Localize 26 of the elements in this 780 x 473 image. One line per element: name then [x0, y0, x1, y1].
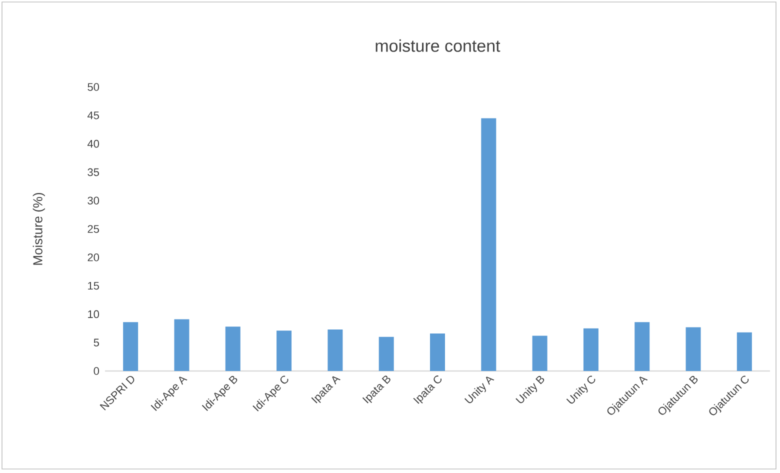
y-tick-label: 5: [94, 338, 99, 346]
y-tick-label: 20: [88, 254, 100, 262]
y-tick-label: 0: [94, 367, 100, 375]
y-axis-title: Moisture (%): [32, 192, 45, 265]
bar: [123, 322, 138, 371]
bar: [686, 327, 701, 371]
y-tick-label: 45: [87, 112, 99, 120]
y-tick-label: 30: [88, 196, 100, 204]
y-tick-label: 10: [88, 310, 100, 318]
bar: [328, 330, 343, 371]
bar: [634, 322, 650, 371]
bar: [430, 334, 445, 371]
bar: [736, 332, 752, 371]
y-tick-label: 15: [88, 282, 99, 290]
y-tick-label: 35: [88, 168, 99, 176]
bar: [174, 319, 190, 371]
y-tick-label: 40: [87, 140, 100, 148]
bar: [276, 330, 292, 371]
chart-title: moisture content: [376, 39, 500, 52]
y-tick-label: 50: [88, 83, 100, 91]
bar: [225, 326, 240, 371]
bar: [481, 118, 496, 371]
bar: [532, 336, 548, 371]
bar: [378, 336, 394, 371]
y-tick-label: 25: [88, 225, 99, 233]
bar: [583, 328, 598, 371]
